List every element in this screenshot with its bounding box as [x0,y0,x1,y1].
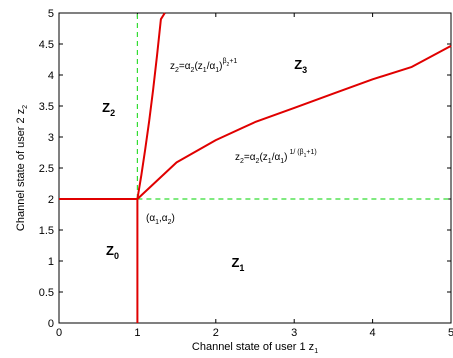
y-tick-label: 4 [48,70,54,82]
y-tick-label: 4.5 [39,39,54,51]
upper-curve-annotation: z2=α2(z1/α1)β2+1 [170,58,237,74]
region-label-z2: Z2 [102,100,115,118]
y-tick-label: 5 [48,8,54,20]
x-axis-title: Channel state of user 1 z1 [192,341,318,355]
labels: Z0 Z1 Z2 Z3 [102,57,307,273]
y-tick-label: 0 [48,318,54,330]
region-boundary-line [136,45,452,200]
region-label-z1: Z1 [231,255,244,273]
y-tick-label: 1 [48,256,54,268]
y-tick-label: 0.5 [39,287,54,299]
y-axis-title: Channel state of user 2 z2 [15,105,29,231]
corner-point-annotation: (α1,α2) [146,213,175,226]
region-label-z0: Z0 [106,243,119,261]
x-tick-label: 0 [56,327,62,339]
plot-area [58,12,452,324]
x-tick-label: 2 [213,327,219,339]
y-tick-label: 2.5 [39,163,54,175]
lower-curve-annotation: z2=α2(z1/α1) 1/ (β1+1) [235,149,317,165]
ticks: 0 1 2 3 4 5 0 0.5 1 1.5 2 2.5 3 3.5 4 4.5 5 [39,8,453,339]
region-boundary-line [136,12,166,200]
y-tick-label: 3 [48,132,54,144]
x-tick-label: 5 [448,327,453,339]
y-tick-label: 3.5 [39,101,54,113]
series [59,12,452,323]
y-tick-label: 1.5 [39,225,54,237]
y-tick-label: 2 [48,194,54,206]
x-tick-label: 3 [291,327,297,339]
region-label-z3: Z3 [294,57,307,75]
x-tick-label: 4 [370,327,376,339]
x-tick-label: 1 [134,327,140,339]
